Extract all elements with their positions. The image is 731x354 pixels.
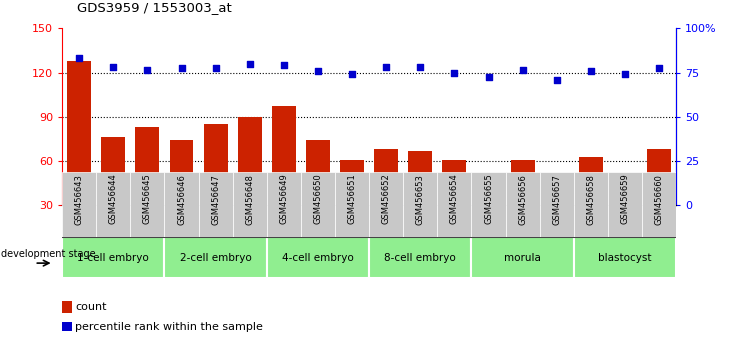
Bar bbox=[67, 61, 91, 250]
Point bbox=[346, 71, 358, 77]
Point bbox=[449, 70, 461, 75]
Bar bbox=[335, 172, 369, 237]
Bar bbox=[579, 156, 603, 250]
Bar bbox=[62, 172, 96, 237]
Text: GSM456657: GSM456657 bbox=[553, 174, 561, 224]
Text: GSM456653: GSM456653 bbox=[416, 174, 425, 224]
Bar bbox=[238, 117, 262, 250]
Text: GSM456660: GSM456660 bbox=[655, 174, 664, 224]
Point bbox=[107, 64, 119, 69]
Text: development stage: development stage bbox=[1, 249, 96, 259]
Text: morula: morula bbox=[504, 252, 541, 263]
Bar bbox=[477, 185, 501, 250]
Bar bbox=[130, 172, 164, 237]
Bar bbox=[135, 127, 159, 250]
Point bbox=[380, 64, 392, 69]
Point bbox=[414, 64, 426, 69]
Bar bbox=[437, 172, 471, 237]
Text: GSM456658: GSM456658 bbox=[586, 174, 595, 224]
Bar bbox=[204, 124, 227, 250]
Point bbox=[619, 71, 631, 77]
Text: GSM456649: GSM456649 bbox=[279, 174, 288, 224]
Text: GSM456650: GSM456650 bbox=[314, 174, 322, 224]
Bar bbox=[374, 149, 398, 250]
Bar bbox=[545, 188, 569, 250]
Point bbox=[585, 68, 596, 74]
Text: GSM456643: GSM456643 bbox=[75, 174, 83, 224]
Bar bbox=[471, 172, 506, 237]
Bar bbox=[642, 172, 676, 237]
Point bbox=[482, 74, 494, 80]
Bar bbox=[647, 149, 671, 250]
Bar bbox=[404, 172, 437, 237]
Point bbox=[517, 67, 529, 73]
Bar bbox=[164, 237, 267, 278]
Bar bbox=[199, 172, 232, 237]
Bar bbox=[608, 172, 642, 237]
Text: 2-cell embryo: 2-cell embryo bbox=[180, 252, 251, 263]
Text: GSM456648: GSM456648 bbox=[246, 174, 254, 224]
Bar bbox=[574, 172, 608, 237]
Bar bbox=[340, 160, 364, 250]
Text: GSM456644: GSM456644 bbox=[109, 174, 118, 224]
Bar bbox=[511, 160, 534, 250]
Bar bbox=[506, 172, 539, 237]
Bar bbox=[539, 172, 574, 237]
Bar bbox=[170, 141, 194, 250]
Text: GSM456656: GSM456656 bbox=[518, 174, 527, 224]
Point bbox=[312, 68, 324, 74]
Text: blastocyst: blastocyst bbox=[598, 252, 652, 263]
Bar bbox=[574, 237, 676, 278]
Bar bbox=[613, 173, 637, 250]
Text: GSM456647: GSM456647 bbox=[211, 174, 220, 224]
Bar bbox=[62, 237, 164, 278]
Text: GSM456645: GSM456645 bbox=[143, 174, 152, 224]
Text: count: count bbox=[75, 302, 107, 312]
Bar bbox=[102, 137, 125, 250]
Text: 1-cell embryo: 1-cell embryo bbox=[77, 252, 149, 263]
Text: GSM456646: GSM456646 bbox=[177, 174, 186, 224]
Point bbox=[175, 65, 187, 71]
Text: GDS3959 / 1553003_at: GDS3959 / 1553003_at bbox=[77, 1, 232, 14]
Bar bbox=[301, 172, 335, 237]
Bar bbox=[442, 160, 466, 250]
Text: GSM456659: GSM456659 bbox=[621, 174, 629, 224]
Text: GSM456652: GSM456652 bbox=[382, 174, 390, 224]
Bar bbox=[272, 107, 296, 250]
Point bbox=[654, 65, 665, 71]
Text: GSM456651: GSM456651 bbox=[348, 174, 357, 224]
Bar bbox=[471, 237, 574, 278]
Bar bbox=[369, 172, 404, 237]
Text: GSM456655: GSM456655 bbox=[484, 174, 493, 224]
Bar bbox=[267, 237, 369, 278]
Point bbox=[551, 77, 563, 83]
Text: 4-cell embryo: 4-cell embryo bbox=[282, 252, 354, 263]
Text: GSM456654: GSM456654 bbox=[450, 174, 459, 224]
Bar bbox=[232, 172, 267, 237]
Bar bbox=[267, 172, 301, 237]
Bar bbox=[164, 172, 199, 237]
Bar bbox=[369, 237, 471, 278]
Point bbox=[210, 65, 221, 71]
Point bbox=[73, 55, 85, 61]
Text: percentile rank within the sample: percentile rank within the sample bbox=[75, 322, 263, 332]
Point bbox=[244, 61, 256, 67]
Bar bbox=[306, 141, 330, 250]
Bar bbox=[96, 172, 130, 237]
Point bbox=[142, 67, 154, 73]
Text: 8-cell embryo: 8-cell embryo bbox=[385, 252, 456, 263]
Point bbox=[278, 62, 289, 68]
Bar bbox=[409, 151, 432, 250]
